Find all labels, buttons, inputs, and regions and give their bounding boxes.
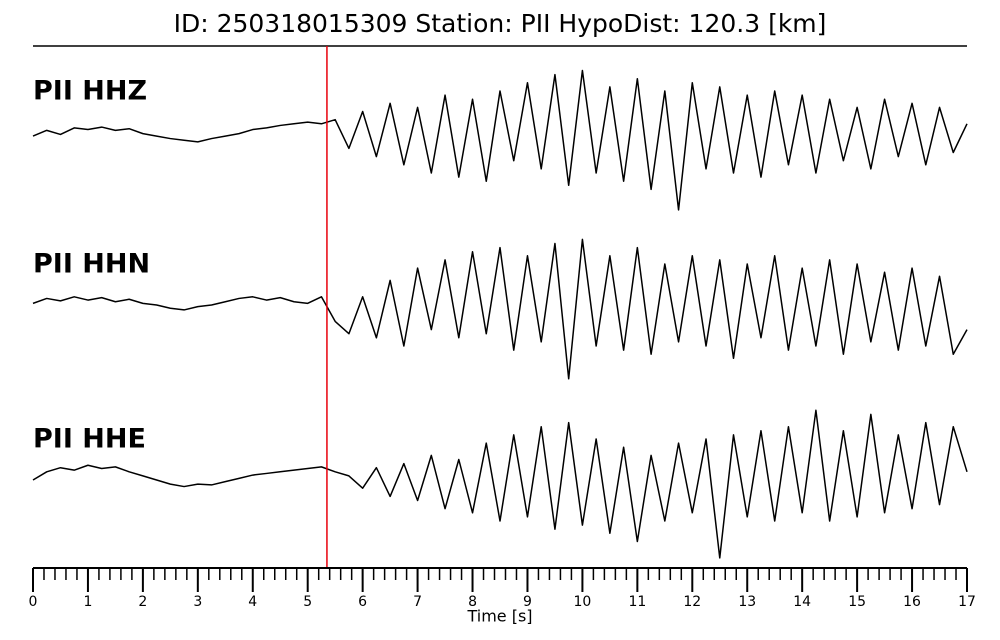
x-tick-label: 12 [683, 594, 701, 610]
x-tick-label: 7 [413, 594, 422, 610]
x-tick-label: 1 [83, 594, 92, 610]
x-tick-label: 17 [958, 594, 976, 610]
x-tick-label: 15 [848, 594, 866, 610]
x-tick-label: 13 [738, 594, 756, 610]
x-tick-label: 10 [573, 594, 591, 610]
waveform [32, 69, 968, 211]
x-tick-label: 9 [523, 594, 532, 610]
waveform [32, 238, 968, 380]
x-tick-label: 5 [303, 594, 312, 610]
chart-title: ID: 250318015309 Station: PII HypoDist: … [174, 9, 827, 38]
trace-label: PII HHN [33, 249, 150, 280]
x-tick-label: 4 [248, 594, 257, 610]
trace-label: PII HHE [33, 424, 146, 455]
x-tick-label: 8 [468, 594, 477, 610]
x-tick-label: 16 [903, 594, 921, 610]
x-tick-label: 2 [138, 594, 147, 610]
x-tick-label: 11 [628, 594, 646, 610]
x-tick-label: 3 [193, 594, 202, 610]
x-axis-label: Time [s] [466, 607, 532, 626]
x-tick-label: 14 [793, 594, 811, 610]
x-tick-label: 0 [29, 594, 38, 610]
x-tick-label: 6 [358, 594, 367, 610]
waveform [32, 409, 968, 559]
trace-label: PII HHZ [33, 76, 147, 107]
